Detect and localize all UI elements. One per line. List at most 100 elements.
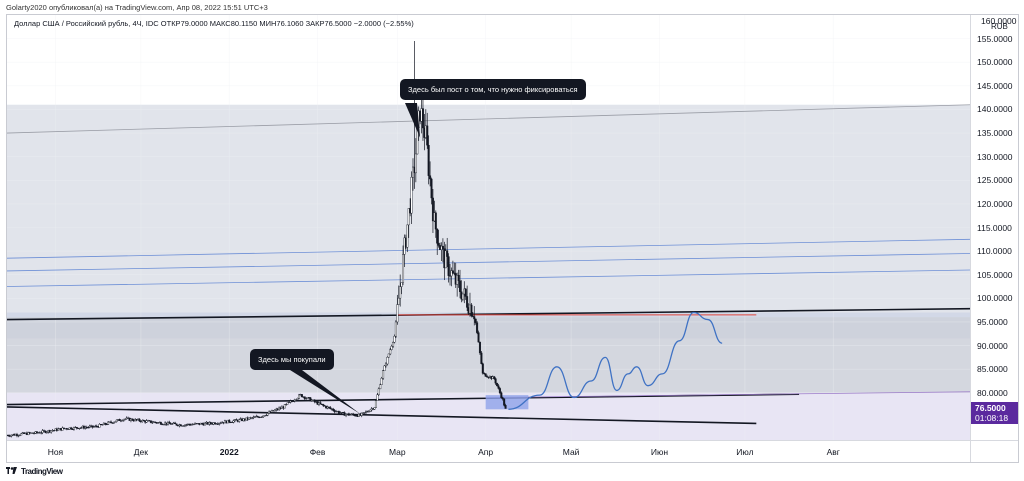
symbol-legend[interactable]: Доллар США / Российский рубль, 4Ч, IDC О…: [14, 19, 414, 28]
candle-body: [232, 420, 235, 423]
candle-body: [441, 245, 444, 249]
candle-body: [498, 388, 501, 394]
footer: TradingView: [6, 467, 63, 476]
price-tick: 100.0000: [977, 293, 1013, 304]
price-tick: 135.0000: [977, 128, 1013, 139]
band-2: [7, 317, 970, 393]
candle-body: [466, 296, 469, 308]
candle-body: [20, 433, 23, 436]
time-tick: Июл: [736, 447, 754, 457]
candle-body: [429, 175, 432, 180]
chart-frame[interactable]: Доллар США / Российский рубль, 4Ч, IDC О…: [6, 14, 1019, 463]
candle-body: [414, 153, 417, 174]
candle-body: [305, 398, 308, 400]
price-tick: 150.0000: [977, 57, 1013, 68]
candle-body: [295, 399, 298, 401]
candle-body: [70, 427, 73, 430]
candle-body: [376, 394, 379, 401]
candle-body: [436, 228, 439, 244]
buy-callout-pointer: [290, 370, 361, 415]
band-0: [7, 104, 970, 318]
candle-body: [459, 280, 462, 292]
candle-body: [188, 423, 191, 425]
price-tick: 110.0000: [977, 246, 1012, 257]
candle-body: [293, 399, 296, 402]
candle-body: [142, 420, 145, 422]
callout-pointers-layer: [290, 103, 421, 415]
price-tick: 105.0000: [977, 269, 1013, 280]
currency-label[interactable]: RUB: [991, 22, 1008, 31]
candle-body: [380, 377, 383, 385]
candle-body: [493, 376, 496, 379]
candle-body: [171, 423, 174, 425]
candle-body: [151, 422, 154, 424]
time-tick: Дек: [133, 447, 149, 457]
candle-body: [393, 335, 396, 343]
bar-countdown: 01:08:18: [975, 413, 1009, 424]
candle-body: [352, 413, 355, 415]
candle-body: [179, 424, 182, 427]
candle-body: [107, 421, 110, 425]
sell-note-callout[interactable]: Здесь был пост о том, что нужно фиксиров…: [400, 79, 586, 100]
candle-body: [7, 435, 10, 437]
price-chart[interactable]: [7, 15, 970, 440]
candle-body: [377, 388, 380, 395]
candle-body: [461, 293, 464, 300]
candle-body: [394, 321, 397, 337]
candle-body: [503, 398, 506, 406]
candle-body: [35, 431, 38, 433]
candle-body: [383, 365, 386, 371]
price-tick: 80.0000: [977, 387, 1008, 398]
candle-body: [470, 304, 473, 317]
candle-body: [387, 353, 390, 358]
candle-body: [57, 428, 60, 431]
candle-body: [248, 417, 251, 420]
candle-body: [115, 419, 118, 422]
candle-body: [476, 322, 479, 333]
candle-body: [494, 378, 497, 384]
candle-body: [10, 434, 13, 437]
candle-body: [327, 406, 330, 408]
candle-body: [384, 363, 387, 367]
candle-body: [40, 432, 43, 434]
candle-body: [278, 407, 281, 410]
time-tick: Мар: [389, 447, 406, 457]
time-axis[interactable]: Ноя Дек 2022 Фев Мар Апр Май Июн Июл Авг: [7, 440, 970, 462]
price-tick: 115.0000: [977, 222, 1012, 233]
candle-body: [386, 356, 389, 365]
candle-body: [182, 425, 185, 427]
candle-body: [406, 224, 409, 248]
tradingview-logo-text[interactable]: TradingView: [21, 467, 63, 476]
price-axis[interactable]: 160.0000 RUB 76.5000 01:08:18 155.0000 15…: [970, 15, 1018, 440]
buy-note-callout[interactable]: Здесь мы покупали: [250, 349, 334, 370]
candle-body: [192, 424, 195, 426]
candle-body: [273, 409, 276, 412]
candle-body: [496, 382, 499, 386]
candle-body: [303, 396, 306, 399]
candle-body: [174, 422, 177, 425]
candle-body: [451, 270, 454, 274]
price-tick: 95.0000: [977, 316, 1008, 327]
candle-body: [382, 370, 385, 379]
price-tick: 140.0000: [977, 104, 1013, 115]
trendline-purple-line: [485, 391, 970, 398]
candle-body: [159, 422, 162, 425]
candle-body: [162, 424, 165, 426]
candle-body: [80, 427, 83, 429]
time-tick: Июн: [650, 447, 669, 457]
last-price-tag[interactable]: 76.5000 01:08:18: [971, 402, 1018, 425]
candle-body: [231, 422, 234, 424]
price-tick: 145.0000: [977, 80, 1013, 91]
price-tick-top: 160.0000: [981, 16, 1017, 26]
trendline-channel-upper: [7, 104, 970, 134]
candle-body: [323, 405, 326, 407]
tradingview-logo-icon: [6, 467, 17, 476]
candle-body: [477, 332, 480, 343]
candle-body: [118, 419, 121, 421]
candle-body: [266, 413, 269, 416]
price-tick: 90.0000: [977, 340, 1008, 351]
candle-body: [447, 256, 450, 276]
candle-body: [283, 404, 286, 409]
price-tick: 85.0000: [977, 364, 1008, 375]
candle-body: [347, 413, 350, 416]
